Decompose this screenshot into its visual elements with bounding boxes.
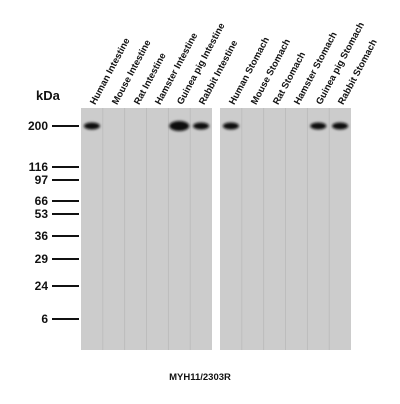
band-200-rabbit-stomach — [332, 122, 349, 130]
band-200-rabbit-intestine — [193, 122, 210, 130]
marker-label: 24 — [34, 279, 48, 293]
band-200-human-intestine — [83, 122, 100, 130]
marker-label: 116 — [28, 160, 48, 174]
band-200-guinea-pig-stomach — [310, 122, 327, 130]
band-200-guinea-pig-intestine — [169, 121, 190, 131]
marker-label: 36 — [34, 229, 48, 243]
band-200-human-stomach — [222, 122, 239, 130]
unit-label: kDa — [36, 88, 60, 103]
marker-label: 29 — [34, 252, 48, 266]
antibody-caption: MYH11/2303R — [169, 372, 231, 383]
marker-label: 66 — [34, 194, 48, 208]
marker-label: 53 — [34, 207, 48, 221]
marker-label: 97 — [34, 173, 48, 187]
marker-label: 200 — [27, 119, 48, 133]
marker-label: 6 — [41, 312, 48, 326]
